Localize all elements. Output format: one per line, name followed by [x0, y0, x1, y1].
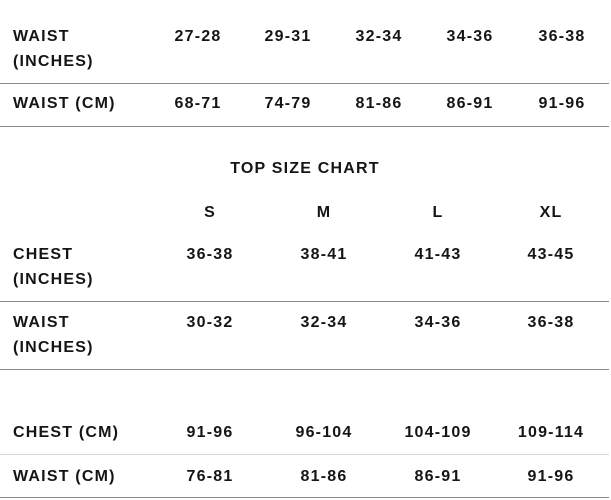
row-label: CHEST (INCHES) [13, 246, 94, 288]
cell: 91-96 [527, 468, 575, 485]
column-header: L [432, 204, 444, 221]
cell: 86-91 [414, 468, 462, 485]
divider [0, 301, 609, 302]
cell: 34-36 [414, 314, 462, 331]
divider [0, 83, 609, 84]
row-label: WAIST (CM) [13, 468, 116, 485]
cell: 30-32 [186, 314, 234, 331]
cell: 96-104 [295, 424, 353, 441]
cell: 104-109 [404, 424, 472, 441]
column-header: S [204, 204, 216, 221]
cell: 76-81 [186, 468, 234, 485]
divider [0, 126, 609, 127]
cell: 41-43 [414, 246, 462, 263]
row-label: CHEST (CM) [13, 424, 120, 441]
cell: 36-38 [527, 314, 575, 331]
cell: 86-91 [446, 95, 494, 112]
cell: 81-86 [355, 95, 403, 112]
divider [0, 454, 609, 455]
divider [0, 497, 609, 498]
divider [0, 369, 609, 370]
row-label: WAIST (INCHES) [13, 314, 94, 356]
chart-title: TOP SIZE CHART [230, 160, 380, 177]
cell: 27-28 [174, 28, 222, 45]
column-header: M [316, 204, 332, 221]
cell: 91-96 [186, 424, 234, 441]
cell: 109-114 [517, 424, 585, 441]
cell: 74-79 [264, 95, 312, 112]
column-header: XL [539, 204, 563, 221]
cell: 91-96 [538, 95, 586, 112]
cell: 36-38 [538, 28, 586, 45]
cell: 34-36 [446, 28, 494, 45]
cell: 29-31 [264, 28, 312, 45]
row-label: WAIST (INCHES) [13, 28, 94, 70]
cell: 32-34 [355, 28, 403, 45]
cell: 68-71 [174, 95, 222, 112]
cell: 38-41 [300, 246, 348, 263]
row-label: WAIST (CM) [13, 95, 116, 112]
cell: 43-45 [527, 246, 575, 263]
cell: 32-34 [300, 314, 348, 331]
cell: 81-86 [300, 468, 348, 485]
cell: 36-38 [186, 246, 234, 263]
